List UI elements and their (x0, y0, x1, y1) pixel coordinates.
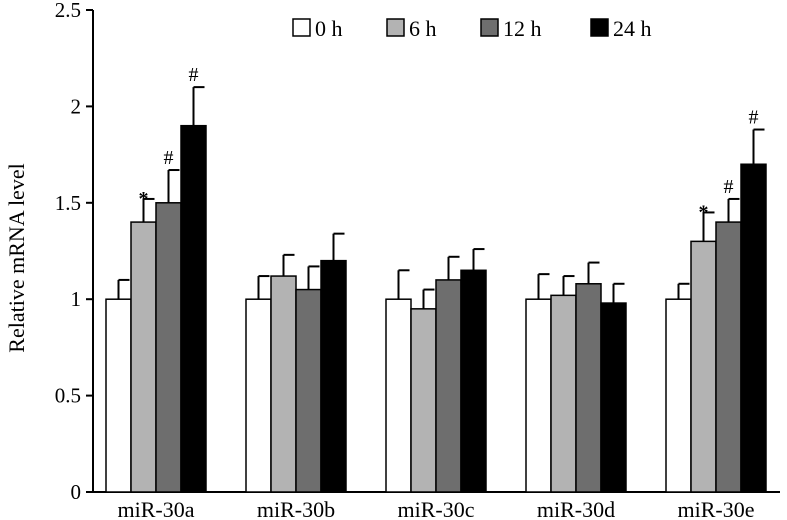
legend-swatch (480, 18, 499, 37)
significance-mark: # (724, 176, 734, 198)
bar (295, 288, 322, 493)
category-label: miR-30e (678, 497, 755, 520)
bar (460, 269, 487, 493)
legend-label: 24 h (613, 16, 652, 41)
significance-mark: * (139, 188, 149, 210)
category-label: miR-30c (398, 497, 475, 520)
significance-mark: # (164, 147, 174, 169)
significance-mark: # (749, 107, 759, 129)
category-label: miR-30a (118, 497, 195, 520)
legend-swatch (292, 18, 311, 37)
y-tick-label: 1 (71, 287, 82, 311)
y-tick-label: 0.5 (55, 384, 81, 408)
y-axis-title: Relative mRNA level (4, 163, 29, 352)
bar (715, 221, 742, 493)
bar (105, 298, 132, 493)
bar (270, 275, 297, 493)
y-tick-label: 0 (71, 480, 82, 504)
legend-swatch (590, 18, 609, 37)
bar (385, 298, 412, 493)
y-tick-label: 2 (71, 94, 82, 118)
legend-label: 6 h (409, 16, 437, 41)
bar (180, 124, 207, 493)
bar (690, 240, 717, 493)
legend-label: 0 h (315, 16, 343, 41)
significance-mark: # (189, 64, 199, 86)
significance-mark: * (699, 201, 709, 223)
bar (320, 259, 347, 493)
bar (245, 298, 272, 493)
bar (665, 298, 692, 493)
legend: 0 h 6 h 12 h 24 h (292, 16, 652, 41)
category-label: miR-30d (537, 497, 615, 520)
bar (600, 302, 627, 493)
bar (155, 202, 182, 493)
bar (740, 163, 767, 493)
legend-label: 12 h (503, 16, 542, 41)
bar (525, 298, 552, 493)
legend-swatch (386, 18, 405, 37)
bar (550, 294, 577, 493)
plot-area: 0 0.5 1 1.5 2 2.5 * # # miR-30a miR-30b miR-30c miR-… (55, 0, 780, 520)
y-tick-label: 2.5 (55, 0, 81, 22)
bar (130, 221, 157, 493)
y-tick-label: 1.5 (55, 191, 81, 215)
category-label: miR-30b (257, 497, 335, 520)
bar (435, 279, 462, 493)
bar (410, 308, 437, 493)
bar (575, 283, 602, 493)
